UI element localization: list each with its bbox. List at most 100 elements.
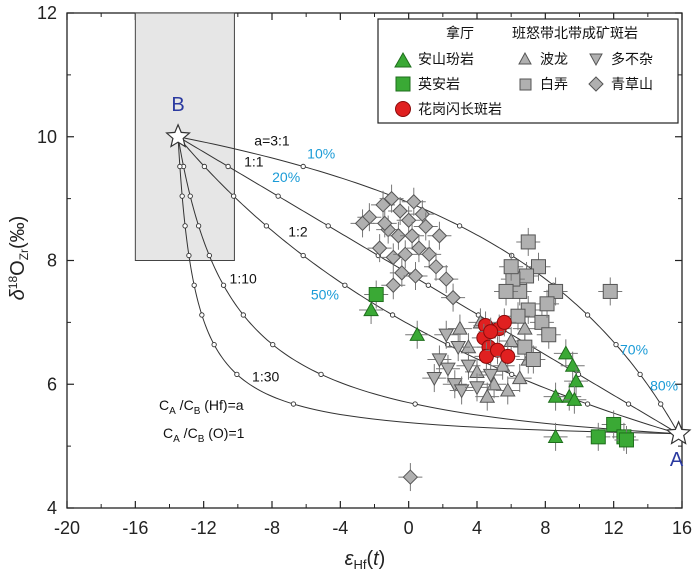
y-tick-label: 6 xyxy=(47,374,57,394)
data-point-diamond xyxy=(438,271,454,287)
mixing-tick-circle xyxy=(211,341,217,348)
y-tick-label: 10 xyxy=(37,127,57,147)
legend-entry-bainong: 白弄 xyxy=(519,76,568,92)
data-point-diamond xyxy=(414,206,431,222)
legend-marker-gray-inverted-triangle xyxy=(589,53,603,67)
data-point-inverted-triangle xyxy=(431,353,448,368)
mixing-tick-circle xyxy=(187,193,193,199)
mixing-tick-circle xyxy=(342,282,348,288)
legend: 拿厅 班怒带北带成矿斑岩 安山玢岩 英安岩 花岗闪长斑岩 波龙 多不杂 白弄 xyxy=(377,18,679,124)
endmember-star xyxy=(165,123,191,148)
mixing-tick-circle xyxy=(300,163,306,170)
mixing-tick-circle xyxy=(220,282,227,288)
x-tick-label: 4 xyxy=(472,518,482,538)
data-point-square xyxy=(525,352,541,367)
data-point-circle xyxy=(483,324,499,340)
data-point-circle xyxy=(500,348,516,364)
x-tick-label: 16 xyxy=(672,518,692,538)
x-tick-label: 12 xyxy=(604,518,624,538)
legend-entry-duobuza: 多不杂 xyxy=(589,51,653,67)
data-point-triangle xyxy=(363,301,379,317)
legend-marker-gray-square xyxy=(519,78,532,91)
data-point-diamond xyxy=(371,240,388,256)
mixing-curve-label: 1:10 xyxy=(230,270,257,286)
mixing-tick-circle xyxy=(425,282,431,288)
endmember-label: A xyxy=(670,449,684,471)
data-point-square xyxy=(368,287,384,303)
mixing-tick-circle xyxy=(199,312,205,318)
mixing-tick-circle xyxy=(275,193,281,199)
mixing-tick-circle xyxy=(186,252,192,259)
data-point-triangle xyxy=(547,388,564,403)
data-point-triangle xyxy=(566,391,583,406)
data-point-triangle xyxy=(547,428,564,443)
data-point-square xyxy=(510,308,526,324)
x-tick-label: -8 xyxy=(264,518,280,538)
data-point-diamond xyxy=(354,215,371,232)
data-point-diamond xyxy=(407,268,424,284)
legend-label: 安山玢岩 xyxy=(418,51,474,67)
mixing-tick-circle xyxy=(658,401,664,407)
data-point-inverted-triangle xyxy=(450,341,467,356)
data-point-diamond xyxy=(377,215,393,232)
legend-marker-gray-diamond xyxy=(588,76,604,92)
x-tick-label: -20 xyxy=(54,518,80,538)
data-point-diamond xyxy=(406,194,422,210)
x-axis-title: εHf(t) xyxy=(345,548,386,572)
mixing-tick-circle xyxy=(182,223,188,229)
data-point-triangle xyxy=(452,320,468,335)
data-point-diamond xyxy=(421,246,437,263)
mixing-tick-circle xyxy=(191,282,197,288)
legend-entry-andesite-porphyrite: 安山玢岩 xyxy=(394,51,474,68)
data-point-triangle xyxy=(503,332,520,348)
axes-layer: -20 -16 -12 -8 -4 0 4 8 12 16 4 6 8 10 12 xyxy=(37,3,692,538)
mixing-tick-circle xyxy=(637,371,643,377)
mixing-tick-circle xyxy=(325,223,331,229)
y-tick-label: 4 xyxy=(47,498,57,518)
data-point-circle xyxy=(496,314,512,330)
formula-hf: CA /CB (Hf)=a xyxy=(159,397,244,417)
data-point-inverted-triangle xyxy=(469,381,485,396)
data-point-square xyxy=(517,339,533,355)
mixing-curve-label: 1:2 xyxy=(288,224,308,240)
mixing-tick-circle xyxy=(231,193,237,199)
data-point-triangle xyxy=(568,373,584,388)
data-point-square xyxy=(531,259,546,275)
data-point-triangle xyxy=(557,345,574,360)
data-point-inverted-triangle xyxy=(482,368,499,383)
legend-label: 花岗闪长斑岩 xyxy=(418,101,502,117)
legend-label: 白弄 xyxy=(540,76,568,92)
y-tick-label: 8 xyxy=(47,251,57,271)
data-point-diamond xyxy=(397,246,413,263)
mixing-tick-circle xyxy=(234,371,240,377)
data-point-diamond xyxy=(428,258,444,275)
data-point-square xyxy=(519,268,535,284)
data-point-diamond xyxy=(385,249,401,266)
mixing-tick-circle xyxy=(240,312,246,318)
mixing-tick-circle xyxy=(263,223,270,229)
legend-marker-green-triangle xyxy=(394,51,412,68)
mixing-tick-circle xyxy=(613,341,619,348)
data-point-square xyxy=(602,283,618,299)
endmember-label: B xyxy=(171,94,184,116)
legend-group-title-1: 拿厅 xyxy=(446,25,474,41)
mixing-percent-label: 50% xyxy=(311,286,339,302)
legend-marker-gray-triangle xyxy=(518,51,532,65)
label-layer: a=3:1 1:1 1:2 1:10 1:30 10% 20% 50% 70% 80% B A xyxy=(165,94,692,471)
mixing-tick-circle xyxy=(300,252,306,259)
data-point-layer xyxy=(350,184,639,492)
data-point-square xyxy=(539,296,555,312)
formula-o: CA /CB (O)=1 xyxy=(163,425,245,445)
mixing-percent-label: 10% xyxy=(307,145,335,161)
data-point-triangle xyxy=(494,357,511,372)
data-point-inverted-triangle xyxy=(460,359,477,374)
legend-label: 多不杂 xyxy=(611,51,653,67)
data-point-diamond xyxy=(390,228,407,244)
mixing-tick-circle xyxy=(270,341,276,348)
x-tick-label: 8 xyxy=(540,518,550,538)
data-point-square xyxy=(606,416,622,432)
legend-label: 英安岩 xyxy=(418,76,460,92)
mixing-tick-circle xyxy=(509,371,515,377)
legend-marker-red-circle xyxy=(395,101,411,117)
